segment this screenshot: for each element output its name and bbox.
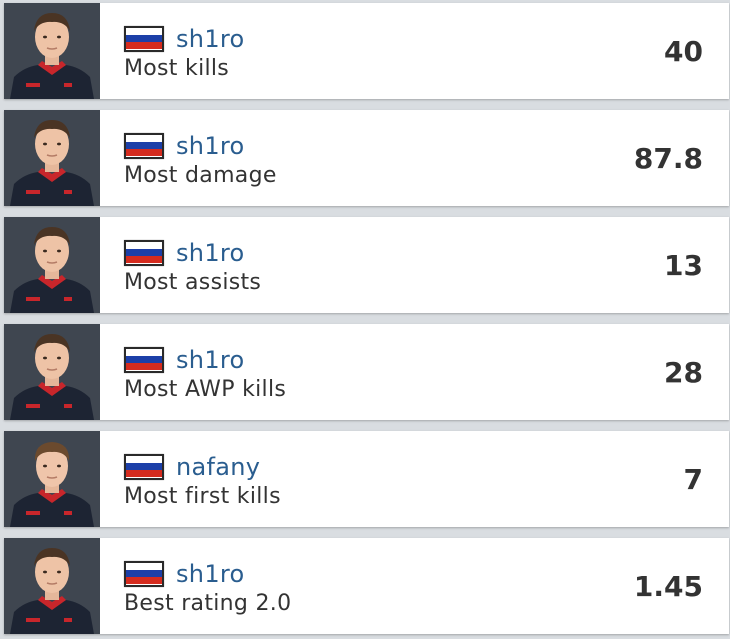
russia-flag-icon bbox=[124, 25, 164, 52]
player-photo[interactable] bbox=[4, 3, 100, 99]
player-photo[interactable] bbox=[4, 431, 100, 527]
russia-flag-icon bbox=[124, 346, 164, 373]
stat-value: 87.8 bbox=[633, 141, 703, 175]
stat-row-most-first-kills: nafany Most first kills 7 bbox=[4, 431, 729, 527]
player-name-link[interactable]: sh1ro bbox=[176, 24, 245, 53]
stat-label: Most kills bbox=[124, 55, 230, 81]
stat-row-most-damage: sh1ro Most damage 87.8 bbox=[4, 110, 729, 206]
russia-flag-icon bbox=[124, 453, 164, 480]
player-photo[interactable] bbox=[4, 110, 100, 206]
player-name-link[interactable]: sh1ro bbox=[176, 559, 245, 588]
stat-label: Most damage bbox=[124, 162, 277, 188]
stat-row-most-assists: sh1ro Most assists 13 bbox=[4, 217, 729, 313]
stat-row-best-rating: sh1ro Best rating 2.0 1.45 bbox=[4, 538, 729, 634]
stat-row-most-kills: sh1ro Most kills 40 bbox=[4, 3, 729, 99]
player-photo[interactable] bbox=[4, 217, 100, 313]
stat-value: 40 bbox=[664, 34, 703, 68]
stat-label: Most AWP kills bbox=[124, 376, 287, 402]
player-name-link[interactable]: nafany bbox=[176, 452, 261, 481]
stat-row-most-awp-kills: sh1ro Most AWP kills 28 bbox=[4, 324, 729, 420]
russia-flag-icon bbox=[124, 239, 164, 266]
russia-flag-icon bbox=[124, 560, 164, 587]
stat-label: Most assists bbox=[124, 269, 262, 295]
stat-value: 7 bbox=[683, 462, 703, 496]
player-photo[interactable] bbox=[4, 538, 100, 634]
player-photo[interactable] bbox=[4, 324, 100, 420]
stat-value: 13 bbox=[664, 248, 703, 282]
player-name-link[interactable]: sh1ro bbox=[176, 131, 245, 160]
player-name-link[interactable]: sh1ro bbox=[176, 238, 245, 267]
stat-label: Best rating 2.0 bbox=[124, 590, 292, 616]
stat-value: 28 bbox=[664, 355, 703, 389]
russia-flag-icon bbox=[124, 132, 164, 159]
player-name-link[interactable]: sh1ro bbox=[176, 345, 245, 374]
stat-label: Most first kills bbox=[124, 483, 281, 509]
stat-value: 1.45 bbox=[633, 569, 703, 603]
